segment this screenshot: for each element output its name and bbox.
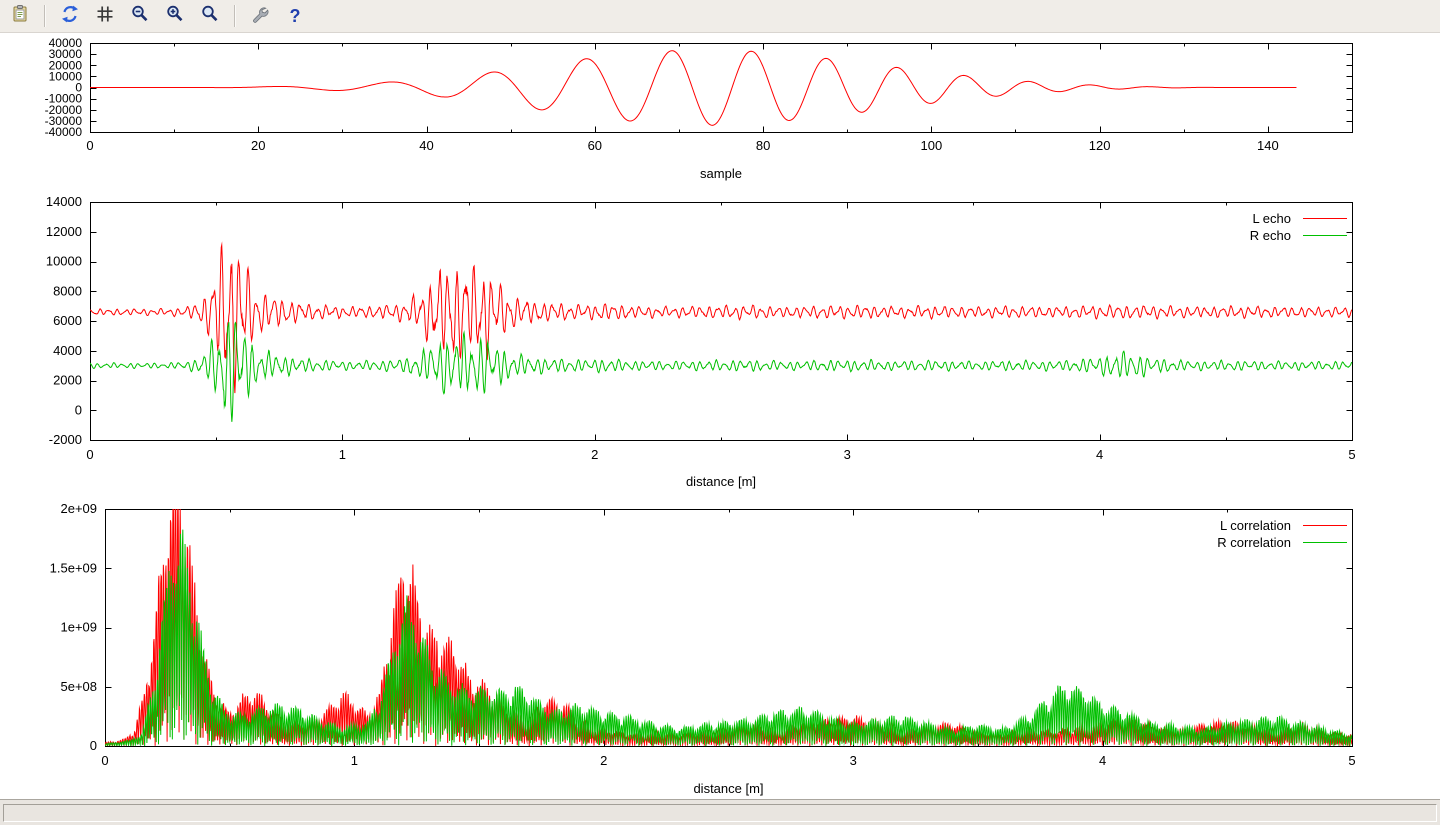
question-mark-icon: ? bbox=[289, 6, 301, 26]
zoom-next-button[interactable] bbox=[161, 2, 189, 30]
correlation-chart: distance [m] L correlation R correlation bbox=[0, 498, 1440, 799]
legend-entry-r-correlation: R correlation bbox=[1217, 534, 1347, 551]
echo-legend: L echo R echo bbox=[1250, 210, 1347, 244]
wrench-icon bbox=[250, 4, 270, 29]
zoom-previous-button[interactable] bbox=[126, 2, 154, 30]
correlation-plot-canvas[interactable] bbox=[0, 498, 1440, 799]
replot-button[interactable] bbox=[56, 2, 84, 30]
chirp-signal-plot-canvas[interactable] bbox=[0, 33, 1440, 190]
legend-entry-r-echo: R echo bbox=[1250, 227, 1347, 244]
echo-signals-chart: distance [m] L echo R echo bbox=[0, 190, 1440, 498]
echo-signals-plot-canvas[interactable] bbox=[0, 190, 1440, 498]
status-bar-field bbox=[3, 804, 1437, 822]
legend-line-l-correlation bbox=[1303, 525, 1347, 526]
legend-entry-l-correlation: L correlation bbox=[1217, 517, 1347, 534]
toolbar-separator bbox=[44, 5, 46, 27]
toolbar: ? bbox=[0, 0, 1440, 33]
magnifier-icon bbox=[200, 4, 220, 29]
legend-line-l-echo bbox=[1303, 218, 1347, 219]
x-axis-label-distance: distance [m] bbox=[685, 474, 757, 489]
grid-icon bbox=[95, 4, 115, 29]
legend-label-l-echo: L echo bbox=[1252, 211, 1291, 226]
legend-entry-l-echo: L echo bbox=[1250, 210, 1347, 227]
correlation-legend: L correlation R correlation bbox=[1217, 517, 1347, 551]
magnifier-plus-icon bbox=[165, 4, 185, 29]
help-button[interactable]: ? bbox=[281, 2, 309, 30]
chirp-signal-chart: sample bbox=[0, 33, 1440, 190]
status-bar bbox=[0, 799, 1440, 825]
toolbar-separator bbox=[234, 5, 236, 27]
clipboard-icon bbox=[10, 4, 30, 29]
x-axis-label-sample: sample bbox=[700, 166, 742, 181]
grid-toggle-button[interactable] bbox=[91, 2, 119, 30]
legend-label-r-echo: R echo bbox=[1249, 228, 1291, 243]
legend-line-r-echo bbox=[1303, 235, 1347, 236]
legend-label-r-correlation: R correlation bbox=[1217, 535, 1291, 550]
configure-button[interactable] bbox=[246, 2, 274, 30]
x-axis-label-distance: distance [m] bbox=[693, 781, 764, 796]
copy-plot-button[interactable] bbox=[6, 2, 34, 30]
legend-label-l-correlation: L correlation bbox=[1219, 518, 1291, 533]
refresh-icon bbox=[60, 4, 80, 29]
legend-line-r-correlation bbox=[1303, 542, 1347, 543]
magnifier-minus-icon bbox=[130, 4, 150, 29]
autoscale-button[interactable] bbox=[196, 2, 224, 30]
